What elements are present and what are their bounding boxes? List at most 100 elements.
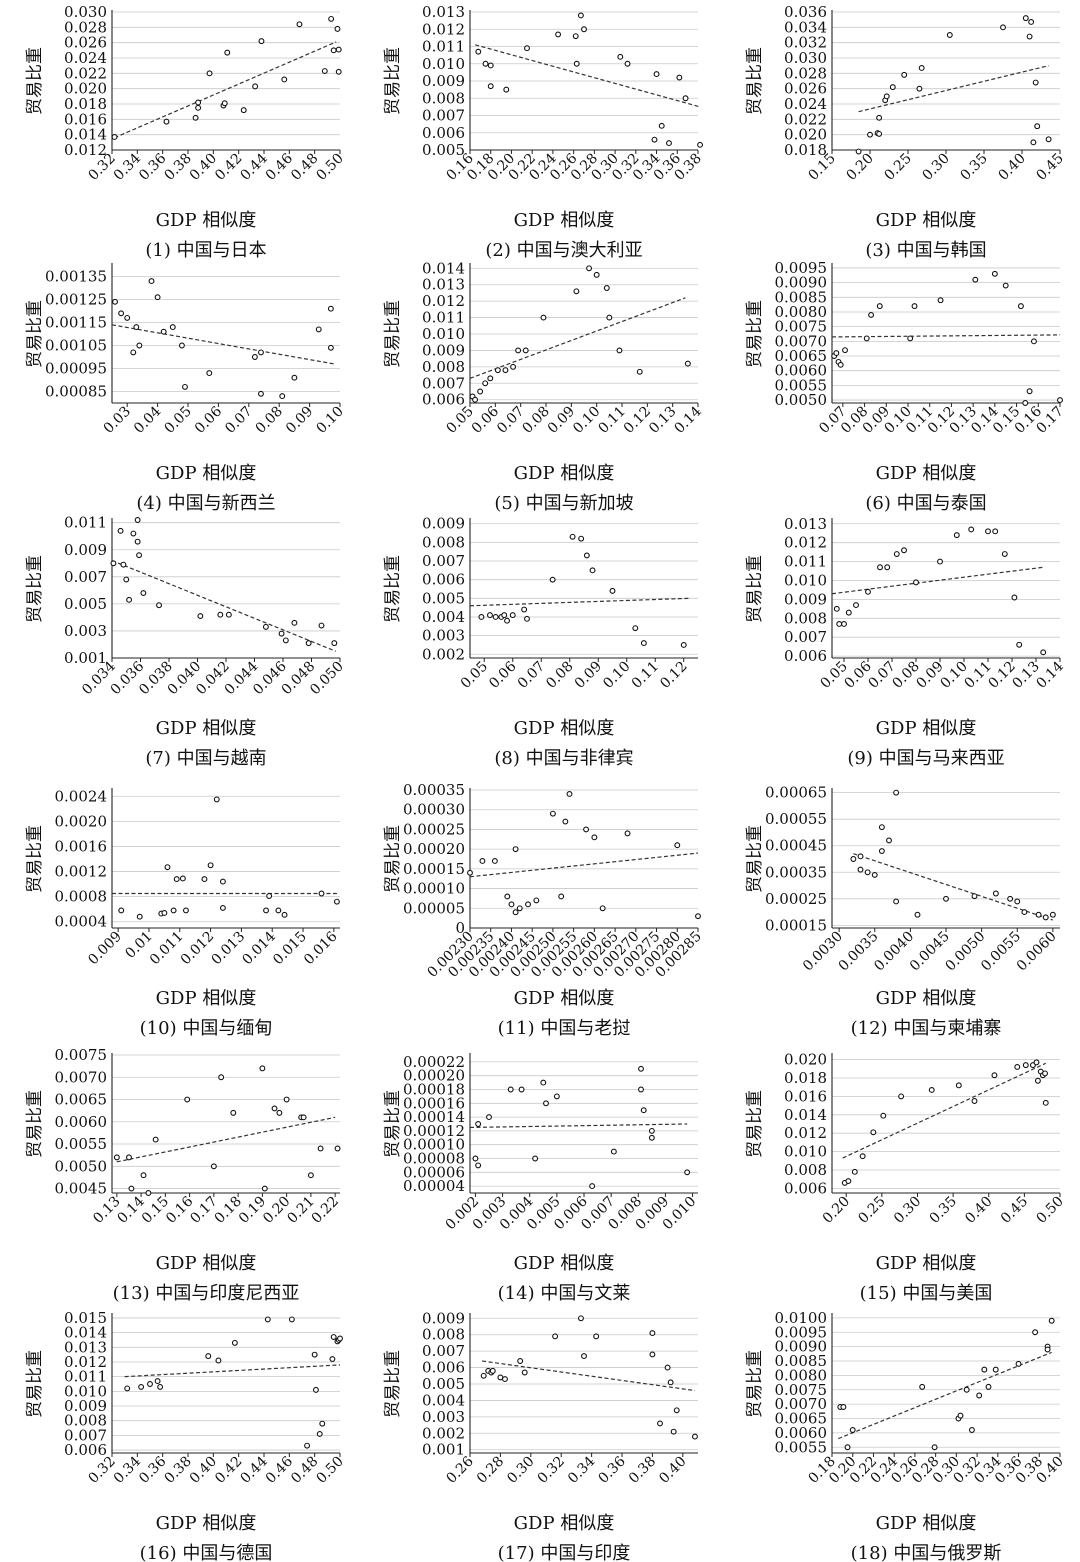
trend-line [469,1123,688,1129]
data-point [258,38,265,45]
y-tick-label: 0.006 [784,647,827,665]
x-tick-label: 0.40 [962,1194,995,1227]
data-point [658,122,665,129]
y-tick-label: 0.015 [64,1309,107,1327]
y-tick-label: 0.0075 [55,1046,108,1064]
x-tick-label: 0.20 [843,151,876,184]
data-point [976,1392,983,1399]
y-tick-label: 0.0075 [775,1381,828,1399]
panel-caption: (6) 中国与泰国 [865,493,986,514]
data-point [156,602,162,609]
data-point [573,60,580,67]
y-tick-label: 0.0024 [55,787,108,805]
data-point [124,1385,131,1392]
data-point [266,893,273,899]
y-tick-label: 0.0075 [775,318,828,336]
data-point [487,375,494,382]
y-tick-label: 0.010 [422,325,465,343]
data-point [1001,551,1008,557]
data-point [1030,338,1037,345]
data-point [479,858,486,864]
data-point [670,1428,677,1435]
y-tick-label: 0.00065 [765,784,827,802]
x-axis-label: GDP 相似度 [156,210,257,231]
y-tick-label: 0.0090 [775,1338,828,1356]
x-tick-label: 0.009 [85,929,125,969]
trend-line [482,1360,696,1392]
panel-caption: (1) 中国与日本 [145,240,266,261]
y-tick-label: 0.003 [422,1408,465,1426]
data-point [991,1072,998,1079]
data-point [1035,911,1042,918]
y-axis-label: 贸易比重 [383,825,403,893]
y-tick-label: 0.010 [784,571,827,589]
data-point [845,609,852,616]
data-point [134,517,141,523]
x-axis-label: GDP 相似度 [156,463,257,484]
y-tick-label: 0.009 [64,1397,107,1415]
y-tick-label: 0.00135 [45,268,107,286]
x-tick-label: 0.012 [178,929,218,969]
data-point [1049,911,1056,918]
data-point [120,561,127,568]
x-tick-label: 0.32 [535,1454,568,1487]
panel-caption: (18) 中国与俄罗斯 [851,1543,1002,1562]
data-point [883,93,890,100]
x-tick-label: 0.48 [288,1454,321,1487]
data-point [327,305,334,312]
x-tick-label: 0.015 [270,929,310,969]
data-point [330,1334,337,1340]
data-point [482,380,489,387]
data-point [859,1153,866,1160]
y-tick-label: 0.0055 [55,1135,108,1153]
y-tick-label: 0.008 [422,358,465,376]
panel-caption: (17) 中国与印度 [498,1543,631,1562]
y-axis-label: 贸易比重 [25,47,45,115]
data-point [878,824,885,831]
y-tick-label: 0.009 [422,341,465,359]
y-tick-label: 0.00035 [403,781,465,799]
y-tick-label: 0.00004 [403,1177,465,1195]
x-tick-label: 0.25 [855,1194,888,1227]
x-tick-label: 0.016 [301,928,341,968]
data-point [955,1082,962,1089]
y-tick-label: 0.00006 [403,1163,465,1181]
trend-line [853,853,1054,921]
data-point [311,1351,318,1358]
y-tick-label: 0.0012 [55,863,108,881]
data-point [316,1430,323,1437]
panel-caption: (2) 中国与澳大利亚 [485,240,642,261]
y-tick-label: 0.012 [784,534,827,552]
y-tick-label: 0.007 [422,107,465,125]
data-point [638,1086,644,1093]
x-tick-label: 0.14 [1033,658,1066,691]
data-point [480,1372,487,1379]
y-tick-label: 0.0055 [775,1438,828,1456]
data-point [884,564,891,571]
data-point [182,907,189,914]
data-point [1044,1346,1051,1353]
y-tick-label: 0.014 [64,126,107,144]
y-tick-label: 0.013 [784,515,827,533]
y-tick-label: 0.00022 [403,1053,465,1071]
data-point [901,547,907,554]
y-tick-label: 0.007 [422,1342,465,1360]
x-axis-label: GDP 相似度 [156,988,257,1009]
data-point [300,1114,307,1121]
data-point [504,893,511,900]
data-point [130,349,137,356]
y-tick-label: 0.030 [784,49,827,67]
data-point [649,1330,656,1337]
x-tick-label: 0.011 [147,929,187,969]
data-point [221,100,228,107]
data-point [836,621,843,627]
data-point [138,1383,145,1390]
data-point [252,83,259,90]
data-point [130,530,137,537]
y-tick-label: 0.0080 [775,1366,828,1384]
data-point [578,1315,584,1322]
data-point [851,1168,858,1175]
y-axis-label: 贸易比重 [25,825,45,893]
x-tick-label: 0.05 [458,659,491,692]
y-tick-label: 0.011 [422,38,465,56]
